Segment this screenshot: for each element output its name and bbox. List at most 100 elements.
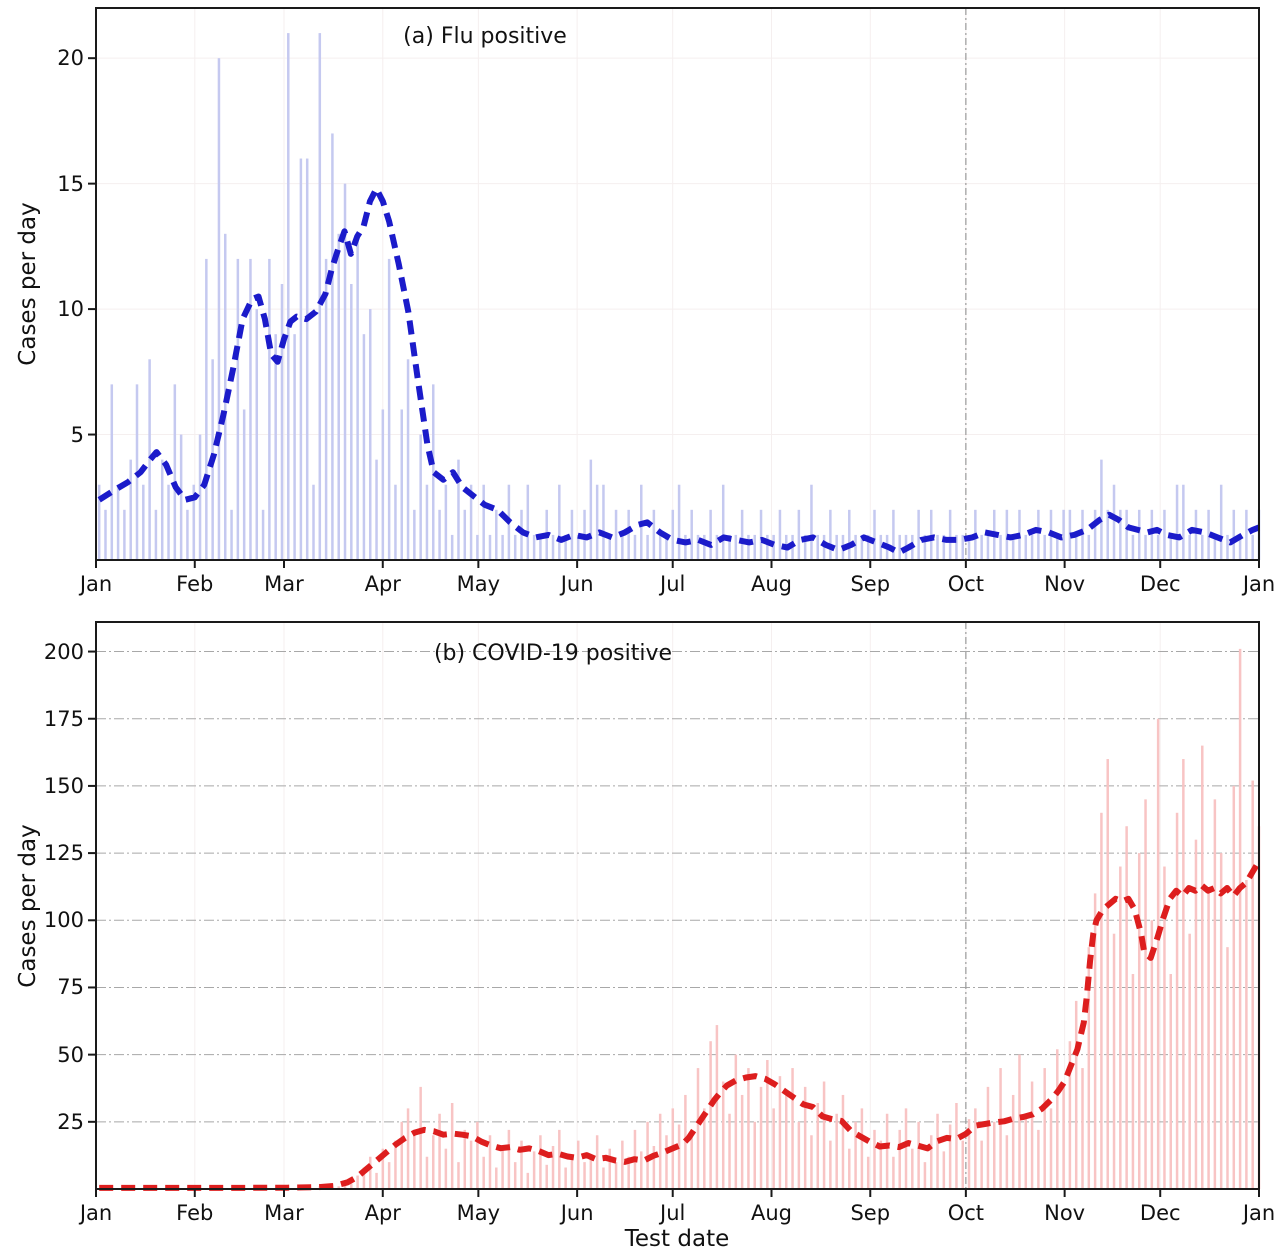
bar: [1056, 534, 1059, 560]
x-tick-label: Mar: [264, 572, 304, 596]
bar: [576, 534, 580, 560]
bar: [1037, 1129, 1040, 1189]
bar: [463, 509, 467, 560]
x-tick-label: Jan: [79, 1201, 113, 1225]
bar: [627, 509, 630, 560]
bar: [205, 258, 208, 560]
bar: [217, 58, 221, 560]
bar: [1201, 534, 1204, 560]
bar: [356, 233, 359, 560]
bar: [986, 1086, 990, 1189]
bar: [142, 484, 145, 560]
bar: [936, 1113, 939, 1189]
bar: [375, 1172, 378, 1189]
x-tick-label: Apr: [364, 1201, 401, 1225]
bar: [1100, 812, 1103, 1189]
bar: [1024, 1113, 1028, 1189]
bar: [810, 1135, 813, 1189]
bar: [558, 484, 561, 560]
bar: [1194, 839, 1198, 1189]
bar: [457, 1162, 460, 1189]
bar: [671, 509, 675, 560]
bar: [589, 459, 593, 560]
bar: [1093, 509, 1097, 560]
bar: [450, 1103, 454, 1189]
bar: [633, 534, 637, 560]
bar: [766, 534, 769, 560]
bar: [602, 1167, 605, 1189]
bar: [1131, 534, 1135, 560]
bar: [375, 459, 378, 560]
bar: [116, 484, 120, 560]
bar: [318, 33, 322, 561]
bar: [810, 484, 813, 560]
x-tick-label: Oct: [947, 572, 985, 596]
x-tick-label: May: [456, 1201, 501, 1225]
bar: [911, 1148, 914, 1189]
bar: [501, 1148, 504, 1189]
bar: [652, 1146, 656, 1189]
flu-panel: [88, 7, 1261, 568]
bar: [1018, 1054, 1021, 1189]
bar: [1163, 509, 1166, 560]
bar: [1093, 893, 1097, 1189]
bar: [797, 509, 801, 560]
bar: [1226, 534, 1229, 560]
bar: [1245, 509, 1248, 560]
x-tick-label: Dec: [1139, 1201, 1181, 1225]
bar: [948, 509, 952, 560]
panel-border: [95, 621, 1260, 1190]
bar: [1232, 509, 1236, 560]
bar: [230, 509, 233, 560]
bar: [1182, 484, 1185, 560]
bar: [413, 1129, 416, 1189]
bar: [1213, 799, 1217, 1189]
bar: [621, 1140, 624, 1189]
panel-b-title: (b) COVID-19 positive: [433, 641, 673, 666]
bar: [1213, 534, 1217, 560]
bar: [1137, 853, 1141, 1189]
y-tick-label: 50: [57, 1042, 84, 1067]
bar: [917, 509, 920, 560]
bar: [406, 1108, 410, 1189]
y-tick-label: 175: [43, 706, 84, 731]
bar: [558, 1129, 561, 1189]
bar: [816, 1103, 820, 1189]
bar: [829, 509, 832, 560]
bar: [999, 534, 1002, 560]
bar: [677, 484, 681, 560]
bar: [829, 1140, 832, 1189]
bar: [1232, 785, 1236, 1189]
bar: [614, 1162, 618, 1189]
bar: [299, 158, 303, 560]
bar: [236, 258, 240, 560]
bar: [1251, 534, 1254, 560]
bar: [595, 484, 599, 560]
bar: [1125, 509, 1128, 560]
bar: [1100, 459, 1103, 560]
x-tick-label: Sep: [850, 1201, 891, 1225]
bar: [450, 534, 454, 560]
bar: [1188, 933, 1191, 1189]
bar: [419, 1086, 422, 1189]
bar: [394, 1140, 397, 1189]
bar: [892, 509, 895, 560]
bar: [167, 484, 170, 560]
bar: [766, 1060, 769, 1189]
bar: [110, 384, 114, 560]
bar: [1024, 534, 1028, 560]
bar: [646, 534, 649, 560]
bar: [721, 1081, 725, 1189]
bar: [1219, 484, 1223, 560]
bar: [1119, 509, 1122, 560]
flu-bars: [97, 33, 1261, 561]
bar: [772, 1108, 775, 1189]
x-tick-label: Mar: [264, 1201, 304, 1225]
bar: [381, 409, 385, 560]
bar: [1131, 974, 1135, 1189]
bar: [923, 1162, 927, 1189]
x-tick-label: Jun: [560, 572, 594, 596]
bar: [1251, 780, 1254, 1189]
bar: [929, 1135, 933, 1189]
bar: [778, 509, 782, 560]
